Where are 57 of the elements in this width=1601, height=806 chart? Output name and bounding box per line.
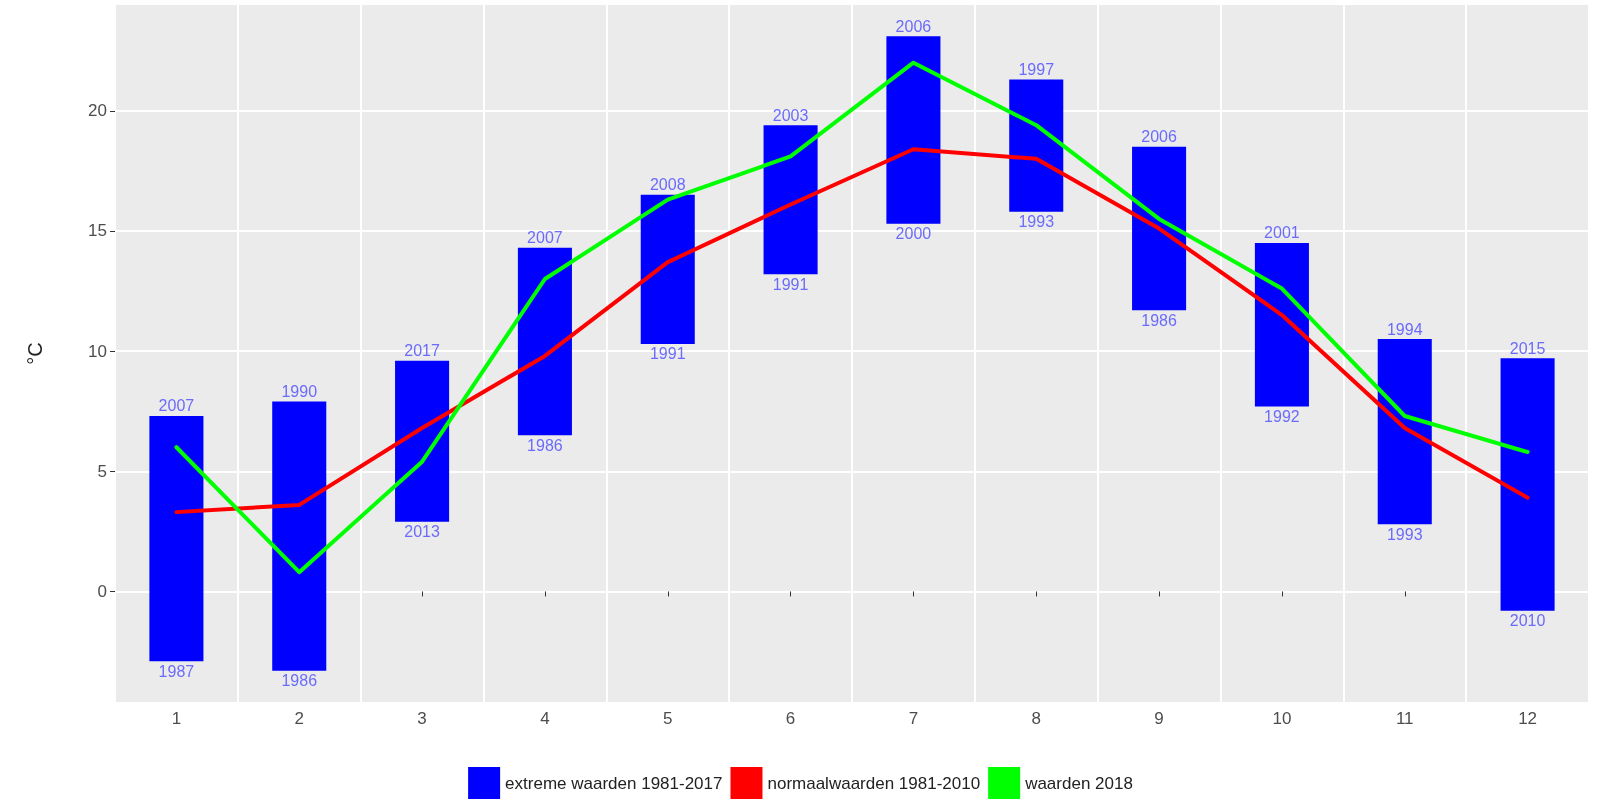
x-tick-label: 10 <box>1272 709 1292 728</box>
bar <box>640 194 695 344</box>
annotation: 1986 <box>281 672 318 690</box>
bar <box>763 125 818 275</box>
bar <box>517 247 572 436</box>
x-tick-label: 1 <box>171 709 182 728</box>
annotation: 2006 <box>895 17 932 35</box>
bar <box>1377 339 1432 525</box>
bar <box>886 36 941 224</box>
legend-label: waarden 2018 <box>1024 773 1133 793</box>
y-tick-label: 5 <box>97 461 107 481</box>
y-tick-label: 15 <box>88 221 107 241</box>
bar <box>1254 242 1309 407</box>
bar <box>1009 79 1064 212</box>
x-tick-label: 3 <box>417 709 427 728</box>
bar <box>149 415 204 662</box>
x-tick-label: 2 <box>294 709 304 728</box>
x-tick-label: 6 <box>785 709 796 728</box>
annotation: 2015 <box>1509 339 1546 357</box>
bar <box>395 360 450 522</box>
annotation: 2000 <box>895 225 932 243</box>
annotation: 2017 <box>404 342 440 360</box>
annotation: 1991 <box>772 275 809 293</box>
annotation: 1993 <box>1018 213 1055 231</box>
annotation: 1992 <box>1264 407 1300 425</box>
x-tick-label: 4 <box>540 709 550 728</box>
y-tick-label: 0 <box>97 581 107 601</box>
legend-label: extreme waarden 1981-2017 <box>505 773 723 793</box>
y-tick-label: 10 <box>88 341 107 361</box>
x-tick-label: 12 <box>1518 709 1538 728</box>
annotation: 2003 <box>772 106 809 124</box>
annotation: 1994 <box>1386 320 1423 338</box>
annotation: 1993 <box>1386 525 1423 543</box>
x-tick-label: 5 <box>663 709 673 728</box>
legend-label: normaalwaarden 1981-2010 <box>767 773 981 793</box>
x-tick-label: 7 <box>908 709 919 728</box>
annotation: 1986 <box>1141 311 1177 329</box>
x-tick-label: 9 <box>1154 709 1164 728</box>
y-tick-label: 20 <box>88 101 107 121</box>
bar <box>1132 146 1187 311</box>
annotation: 1987 <box>158 662 195 680</box>
annotation: 2001 <box>1264 224 1300 242</box>
annotation: 2010 <box>1509 612 1546 630</box>
annotation: 1986 <box>527 436 563 454</box>
annotation: 2006 <box>1141 128 1177 146</box>
bar <box>272 401 327 671</box>
annotation: 2007 <box>527 229 563 247</box>
x-tick-label: 11 <box>1395 709 1414 728</box>
bar <box>1500 358 1555 611</box>
annotation: 2013 <box>404 523 440 541</box>
annotation: 1991 <box>649 345 686 363</box>
y-axis-title: °C <box>24 342 46 365</box>
annotation: 2007 <box>158 397 195 415</box>
annotation: 1997 <box>1018 61 1055 79</box>
x-tick-label: 8 <box>1031 709 1041 728</box>
annotation: 2008 <box>649 176 686 194</box>
annotation: 1990 <box>281 383 318 401</box>
